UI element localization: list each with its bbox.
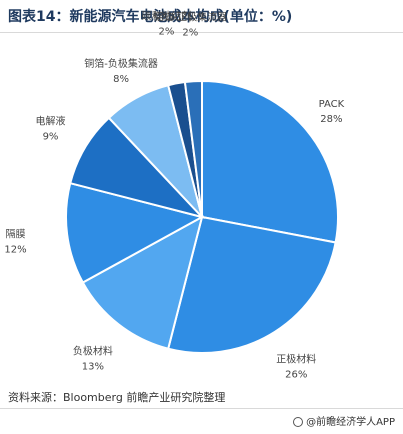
pie-slice-0 — [201, 79, 339, 244]
brand-text: @前瞻经济学人APP — [306, 417, 395, 428]
pie-slices — [65, 79, 339, 354]
slice-name-label-0: PACK — [319, 99, 345, 110]
pie-slice-2 — [81, 215, 204, 350]
slice-value-label-3: 12% — [4, 245, 26, 256]
brand-logo-icon — [293, 417, 304, 427]
slice-value-label-6: 2% — [158, 26, 174, 37]
pie-labels: PACK 28% 正极材料 26% 负极材料 13% 隔膜 12% 电解液 9% 铜箔-负极集流器 8… — [4, 9, 344, 380]
slice-value-label-4: 9% — [43, 131, 59, 142]
slice-value-label-7: 2% — [182, 27, 198, 38]
brand-watermark: @前瞻经济学人APP — [293, 413, 395, 428]
slice-value-label-0: 28% — [320, 114, 342, 125]
slice-name-label-6: 碳和粘结剂 — [141, 9, 191, 22]
chart-title: 图表14：新能源汽车电池成本构成(单位：%) — [8, 9, 293, 25]
footer-divider — [0, 408, 403, 409]
slice-name-label-4: 电解液 — [36, 114, 66, 127]
pie-slice-1 — [166, 215, 337, 354]
slice-value-label-5: 8% — [113, 74, 129, 85]
pie-chart: PACK 28% 正极材料 26% 负极材料 13% 隔膜 12% 电解液 9% 铜箔-负极集流器 8… — [4, 9, 344, 380]
pie-slice-7 — [183, 79, 203, 218]
slice-value-label-2: 13% — [82, 362, 104, 373]
source-note: 资料来源：Bloomberg 前瞻产业研究院整理 — [8, 391, 226, 404]
slice-name-label-3: 隔膜 — [6, 229, 26, 241]
slice-name-label-1: 正极材料 — [276, 353, 316, 366]
slice-value-label-1: 26% — [285, 370, 307, 381]
pie-slice-3 — [65, 181, 205, 284]
slice-name-label-7: 铝箔-正极集流器 — [153, 10, 227, 23]
slice-name-label-5: 铜箔-负极集流器 — [84, 57, 158, 70]
title-divider — [0, 32, 403, 33]
slice-name-label-2: 负极材料 — [73, 345, 113, 358]
